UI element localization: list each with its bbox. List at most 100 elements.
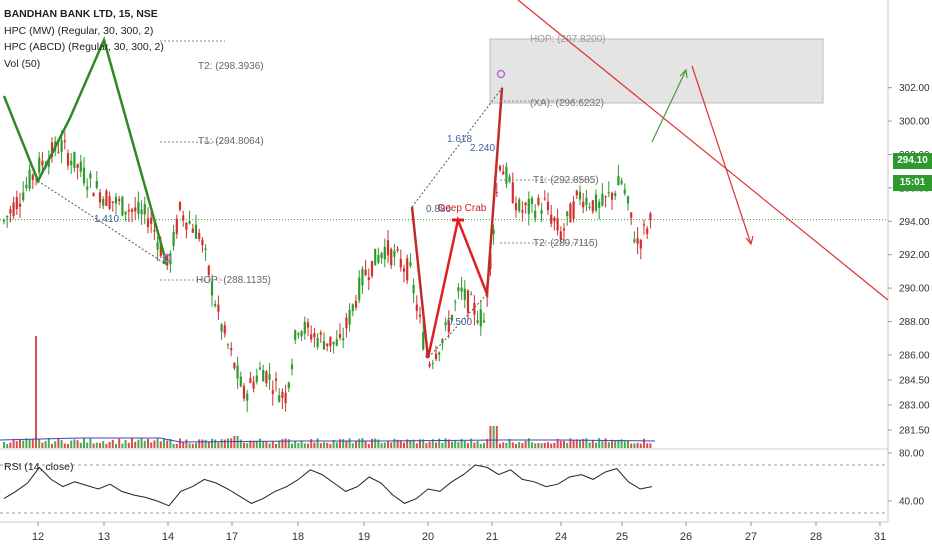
volume-bar (499, 443, 501, 448)
candle-body (335, 339, 338, 346)
bull-projection-arrow[interactable] (651, 69, 687, 143)
volume-bar (335, 442, 338, 448)
candle-body (495, 191, 498, 193)
candle-body (188, 221, 191, 224)
rsi-tick-label: 80.00 (899, 449, 924, 460)
candle-body (297, 333, 300, 335)
candle-body (290, 364, 294, 370)
volume-bar (579, 439, 581, 448)
candle-body (278, 395, 281, 402)
candle-body (447, 320, 450, 333)
candle-body (399, 258, 402, 268)
hop-zone (489, 38, 824, 104)
volume-bar (246, 443, 249, 448)
volume-bar (454, 440, 457, 448)
candle-body (198, 232, 201, 239)
volume-bar (428, 441, 431, 448)
volume-bar (153, 440, 156, 448)
volume-bar (108, 441, 111, 448)
candle-body (121, 196, 124, 216)
volume-bar (239, 439, 242, 448)
volume-bar (28, 438, 31, 448)
mw-pattern-line (2, 36, 169, 266)
candle-body (201, 239, 204, 246)
candle-body (38, 157, 41, 173)
volume-bar (508, 438, 511, 448)
volume-bar (143, 440, 146, 448)
candle-body (92, 193, 95, 197)
volume-bar (259, 438, 261, 448)
candle-body (530, 198, 534, 204)
candle-body (380, 252, 383, 259)
rsi-tick-label: 40.00 (899, 497, 924, 508)
candle-body (610, 192, 614, 200)
candle-body (450, 314, 454, 321)
candle-body (156, 242, 159, 250)
bull-arrowhead-icon (679, 68, 688, 79)
candle-body (390, 249, 393, 266)
indicator-mw-label[interactable]: HPC (MW) (Regular, 30, 300, 2) (4, 24, 154, 37)
price-tick-label: 283.00 (899, 401, 930, 412)
candle-body (114, 196, 118, 204)
rsi-label[interactable]: RSI (14, close) (4, 461, 74, 473)
volume-bar (73, 439, 76, 448)
volume-bar (95, 442, 98, 448)
annotation-label: 1.410 (94, 214, 119, 225)
volume-bar (537, 443, 540, 448)
candle-body (543, 198, 546, 200)
volume-bar (316, 438, 319, 448)
volume-bar (211, 438, 213, 448)
candle-body (111, 201, 114, 203)
volume-bar (19, 439, 21, 448)
volume-bar (118, 438, 121, 448)
price-tick-label: 302.00 (899, 83, 930, 94)
volume-bar (649, 443, 652, 448)
volume-bar (399, 440, 402, 448)
candle-body (313, 333, 316, 338)
candle-body (60, 140, 63, 152)
annotation-label: 1.618 (447, 134, 472, 145)
volume-bar (358, 438, 361, 448)
volume-bar (166, 440, 169, 448)
candle-body (271, 390, 274, 394)
volume-bar (67, 443, 69, 448)
candle-body (636, 238, 639, 244)
volume-bar (531, 442, 533, 448)
candle-body (601, 193, 604, 206)
candle-body (230, 348, 233, 351)
volume-bar (313, 442, 316, 448)
candle-body (578, 191, 582, 200)
volume-bar (476, 441, 479, 448)
annotation-label: 0.500 (447, 317, 472, 328)
volume-bar (262, 441, 265, 448)
pattern-marker-icon (162, 253, 172, 263)
volume-bar (268, 443, 271, 448)
trend-line[interactable] (517, 0, 889, 301)
time-tick-label: 18 (292, 531, 304, 543)
candle-body (31, 174, 34, 180)
volume-bar (483, 442, 485, 448)
volume-bar (195, 442, 197, 448)
candle-body (268, 374, 271, 380)
volume-bar (131, 438, 133, 448)
time-tick-label: 20 (422, 531, 434, 543)
indicator-volume-label[interactable]: Vol (50) (4, 57, 41, 70)
volume-bar (566, 442, 569, 448)
candle-body (351, 304, 354, 312)
indicator-abcd-label[interactable]: HPC (ABCD) (Regular, 30, 300, 2) (4, 41, 164, 53)
candle-body (18, 203, 22, 207)
candle-body (2, 219, 6, 222)
bear-projection-arrow[interactable] (691, 65, 752, 245)
volume-bar (115, 443, 117, 448)
volume-bar (457, 441, 460, 448)
volume-bar (345, 440, 348, 448)
volume-bar (79, 442, 82, 448)
candle-body (463, 288, 466, 300)
candle-body (642, 224, 646, 226)
symbol-title[interactable]: BANDHAN BANK LTD, 15, NSE (4, 8, 158, 20)
candle-body (41, 160, 44, 166)
volume-bar (575, 439, 578, 448)
candle-body (639, 239, 642, 249)
